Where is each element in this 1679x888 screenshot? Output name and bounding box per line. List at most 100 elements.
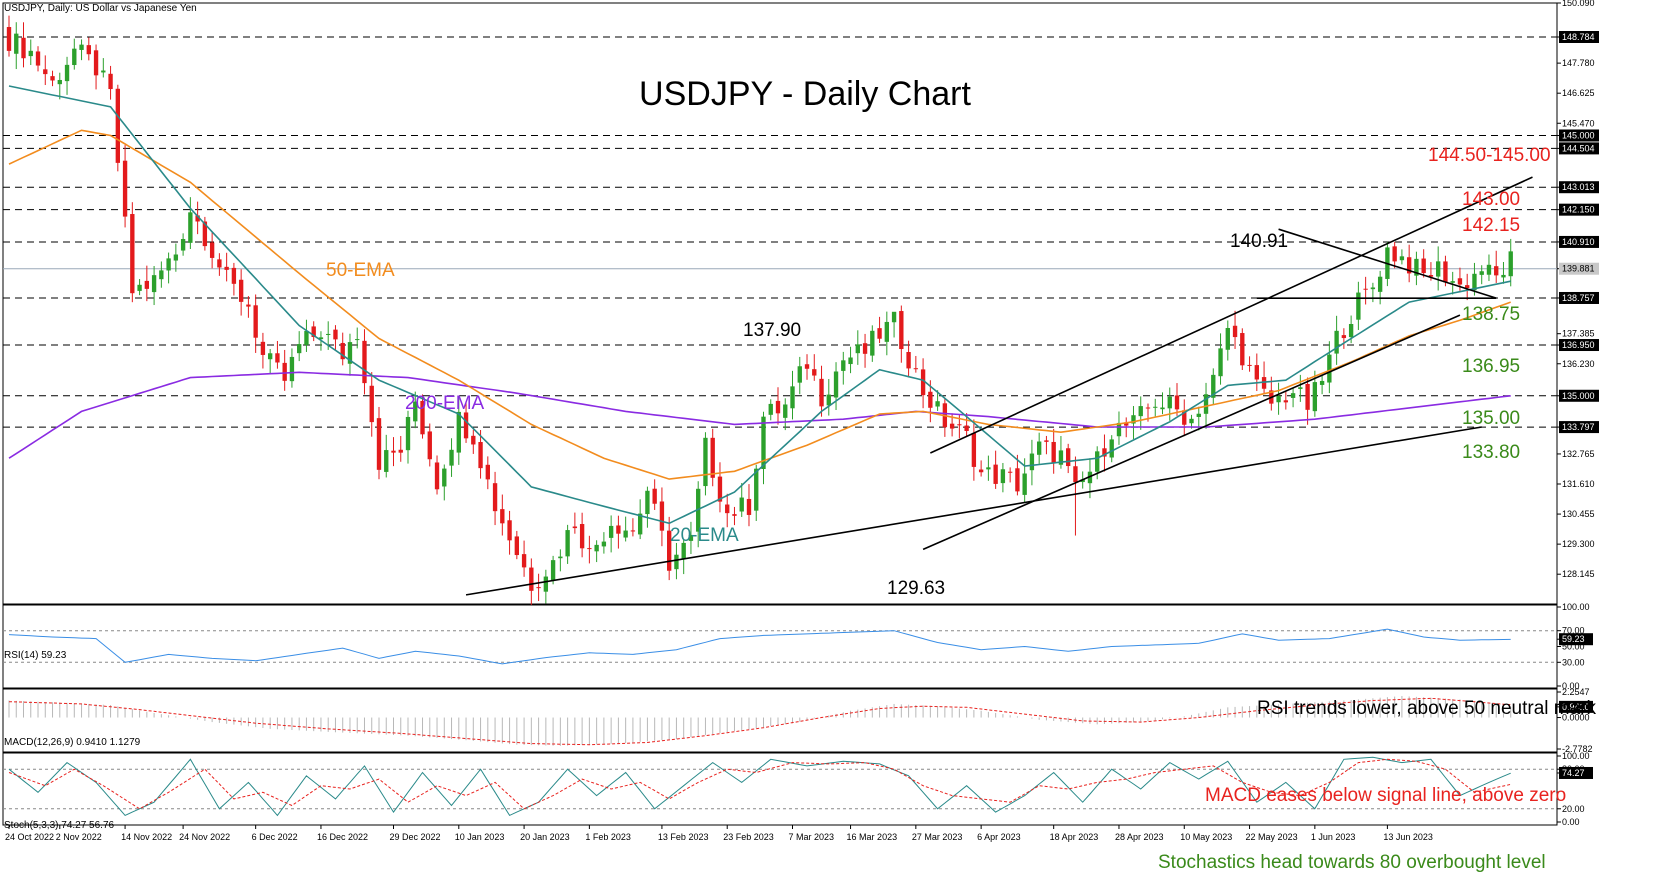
price-tick-label: 145.000 — [1562, 130, 1595, 140]
candle-up — [783, 404, 788, 418]
date-tick-label: 28 Apr 2023 — [1115, 832, 1164, 842]
candle-down — [35, 51, 41, 66]
candle-down — [1102, 448, 1107, 457]
march-high-label: 137.90 — [743, 320, 801, 341]
candle-down — [587, 548, 592, 550]
price-tick-box — [1559, 142, 1599, 155]
price-tick-label: 148.784 — [1562, 32, 1595, 42]
candle-up — [28, 50, 33, 57]
candle-down — [978, 469, 984, 473]
candle-up — [64, 64, 70, 82]
candle-up — [1348, 324, 1354, 338]
candle-down — [862, 343, 868, 354]
candle-up — [449, 449, 454, 466]
candle-down — [1443, 261, 1448, 283]
candle-up — [1370, 287, 1376, 290]
candle-up — [1501, 274, 1506, 278]
candle-down — [1015, 468, 1020, 492]
candle-down — [964, 425, 969, 431]
price-tick-label: 135.000 — [1562, 391, 1595, 401]
date-tick-label: 29 Dec 2022 — [390, 832, 441, 842]
candle-down — [282, 362, 287, 381]
candle-up — [884, 321, 889, 342]
level-label-136-95: 136.95 — [1462, 356, 1520, 377]
candle-up — [456, 411, 461, 453]
candle-up — [826, 394, 831, 406]
price-tick-box — [1559, 181, 1599, 194]
date-tick-label: 1 Feb 2023 — [585, 832, 631, 842]
date-tick-label: 14 Nov 2022 — [121, 832, 172, 842]
candle-up — [1167, 396, 1172, 409]
level-label-144-50-145-00: 144.50-145.00 — [1428, 145, 1551, 166]
candle-up — [768, 403, 773, 415]
price-tick-label: 150.090 — [1562, 0, 1595, 8]
trendline — [1278, 228, 1497, 299]
candle-up — [1327, 354, 1332, 383]
candle-up — [1095, 451, 1100, 472]
ema50-label: 50-EMA — [326, 260, 395, 281]
price-tick-label: 140.910 — [1562, 237, 1595, 247]
candle-up — [681, 542, 686, 560]
candle-up — [1356, 292, 1361, 320]
candle-up — [1080, 479, 1085, 483]
candle-down — [957, 424, 962, 426]
candle-down — [717, 476, 723, 502]
price-tick-label: 138.757 — [1562, 293, 1595, 303]
date-tick-label: 7 Mar 2023 — [789, 832, 835, 842]
candle-up — [1225, 328, 1230, 350]
candle-down — [1457, 278, 1463, 285]
candle-down — [195, 215, 200, 222]
candle-down — [108, 73, 113, 90]
candle-up — [101, 70, 106, 73]
candle-up — [1276, 396, 1281, 403]
candle-up — [565, 530, 570, 557]
candle-up — [151, 275, 157, 293]
candle-down — [899, 311, 904, 350]
rsi-tick-label: 0.00 — [1562, 681, 1580, 691]
candle-down — [1124, 422, 1129, 426]
candle-up — [1211, 374, 1216, 398]
candle-down — [391, 450, 396, 453]
date-tick-label: 13 Jun 2023 — [1383, 832, 1433, 842]
candle-down — [1363, 288, 1368, 290]
candle-up — [159, 270, 164, 280]
candle-up — [841, 360, 846, 371]
candle-down — [1174, 395, 1180, 410]
candle-down — [616, 525, 621, 534]
ema50-line — [8, 129, 1511, 480]
candle-up — [137, 284, 142, 291]
stoch-tick-label: 0.00 — [1562, 817, 1580, 827]
candle-down — [238, 279, 244, 302]
candle-down — [420, 400, 425, 435]
candle-down — [1421, 258, 1426, 274]
price-tick-box — [1559, 389, 1599, 402]
candle-up — [405, 416, 411, 451]
candle-up — [1189, 418, 1194, 424]
candle-up — [645, 490, 650, 515]
candle-down — [971, 433, 977, 467]
candle-up — [1131, 415, 1136, 424]
candle-down — [1066, 448, 1071, 467]
date-tick-label: 2 Nov 2022 — [56, 832, 102, 842]
candle-up — [413, 401, 418, 422]
chart-title: USDJPY - Daily Chart — [639, 75, 971, 113]
trendline — [465, 426, 1482, 596]
candle-up — [550, 560, 556, 581]
date-tick-label: 13 Feb 2023 — [658, 832, 709, 842]
candle-up — [297, 344, 302, 354]
candle-down — [1428, 275, 1434, 277]
price-tick-box — [1559, 421, 1599, 434]
candle-up — [289, 356, 295, 382]
macd-tick-box — [1559, 700, 1593, 713]
candle-up — [1218, 348, 1223, 377]
price-tick-label: 136.950 — [1562, 340, 1595, 350]
candle-up — [543, 576, 549, 592]
macd-tick-label: 0.0000 — [1562, 713, 1590, 723]
candle-down — [1283, 400, 1289, 403]
price-tick-label: 144.504 — [1562, 143, 1595, 153]
price-tick-label: 128.145 — [1562, 569, 1595, 579]
candle-up — [1334, 330, 1339, 354]
candle-down — [478, 442, 483, 469]
date-tick-label: 6 Apr 2023 — [977, 832, 1021, 842]
price-tick-label: 133.797 — [1562, 422, 1595, 432]
